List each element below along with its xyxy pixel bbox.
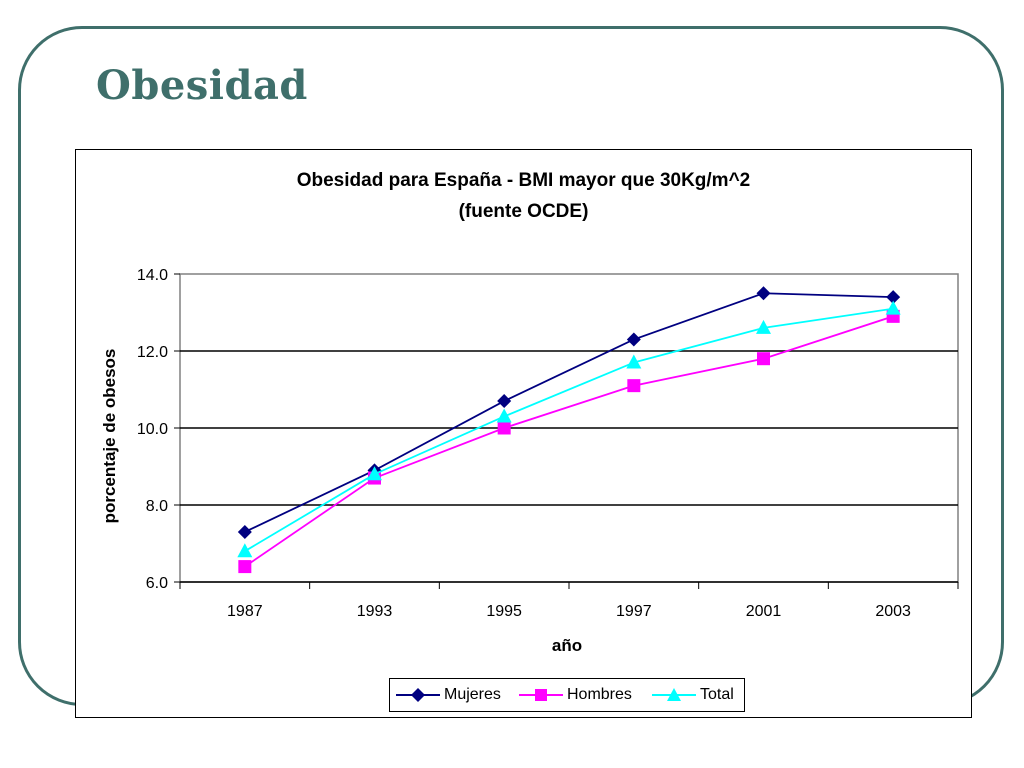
point-hombres-2001 xyxy=(757,352,770,366)
x-tick-label-2001: 2001 xyxy=(746,603,782,620)
slide-title: Obesidad xyxy=(96,62,308,109)
diamond-marker-icon xyxy=(396,688,440,702)
y-tick-label-8.0: 8.0 xyxy=(146,498,168,515)
point-mujeres-1997 xyxy=(626,332,641,347)
point-total-1995 xyxy=(496,408,512,423)
x-tick-label-1995: 1995 xyxy=(486,603,522,620)
series-line-total xyxy=(244,307,894,552)
point-mujeres-1995 xyxy=(497,394,512,409)
square-marker-icon xyxy=(519,689,563,701)
x-axis-title: año xyxy=(552,636,582,655)
point-total-1997 xyxy=(626,354,642,369)
y-tick-label-10.0: 10.0 xyxy=(137,421,168,438)
y-axis-title: porcentaje de obesos xyxy=(100,349,119,524)
legend-label-hombres: Hombres xyxy=(567,686,632,703)
y-tick-label-6.0: 6.0 xyxy=(146,575,168,592)
chart-container: Obesidad para España - BMI mayor que 30K… xyxy=(75,149,972,718)
point-hombres-1995 xyxy=(497,421,511,435)
point-total-1987 xyxy=(237,543,253,558)
point-total-2001 xyxy=(756,319,771,334)
x-tick-label-1997: 1997 xyxy=(616,603,652,620)
y-tick-label-12.0: 12.0 xyxy=(137,344,168,361)
series-line-mujeres xyxy=(244,292,894,533)
x-tick-label-1987: 1987 xyxy=(227,603,263,620)
point-hombres-1987 xyxy=(238,560,252,574)
x-tick-label-1993: 1993 xyxy=(357,603,393,620)
legend-label-total: Total xyxy=(700,686,734,703)
point-total-2003 xyxy=(885,300,901,315)
point-mujeres-2001 xyxy=(756,286,771,301)
legend-label-mujeres: Mujeres xyxy=(444,686,501,703)
point-hombres-1997 xyxy=(627,379,641,393)
chart-title-line2: (fuente OCDE) xyxy=(458,201,589,222)
x-tick-label-2003: 2003 xyxy=(875,603,911,620)
point-mujeres-2003 xyxy=(886,290,901,305)
triangle-marker-icon xyxy=(652,688,696,701)
point-mujeres-1987 xyxy=(237,524,252,539)
point-total-1993 xyxy=(367,466,382,481)
y-tick-label-14.0: 14.0 xyxy=(137,267,168,284)
series-line-hombres xyxy=(244,315,894,568)
chart-legend: Mujeres Hombres Total xyxy=(389,678,745,712)
chart-title-line1: Obesidad para España - BMI mayor que 30K… xyxy=(296,170,751,191)
